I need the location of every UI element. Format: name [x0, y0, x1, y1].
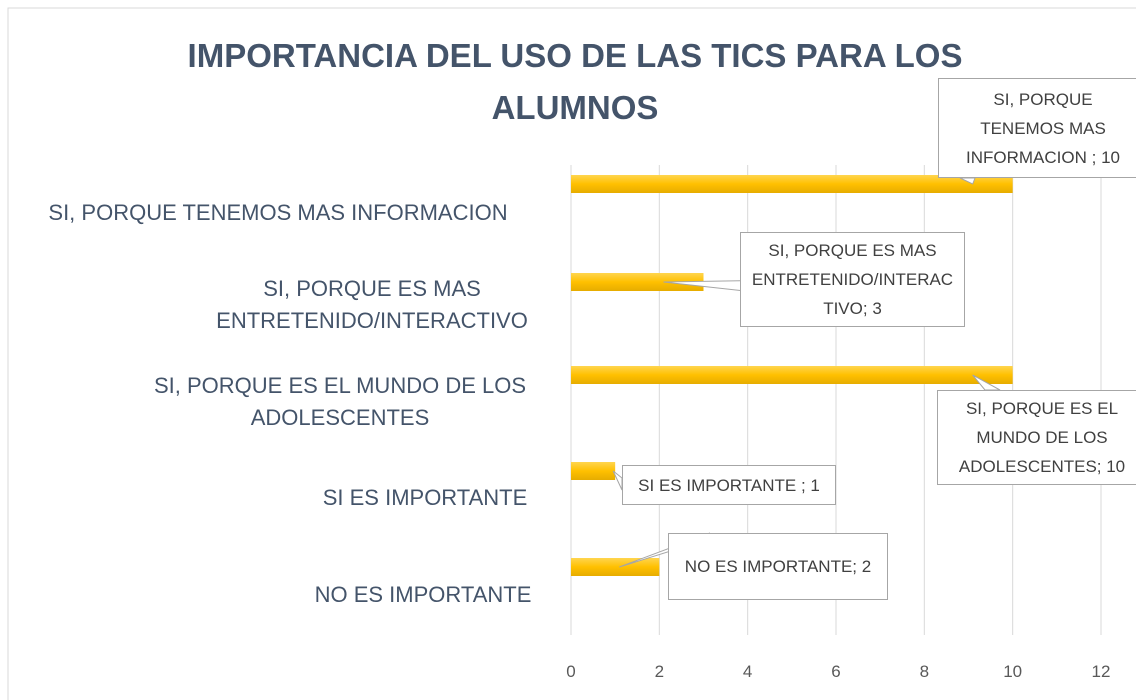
y-tick-label: SI, PORQUE TENEMOS MAS INFORMACION — [48, 200, 508, 225]
data-label: SI, PORQUE TENEMOS MAS INFORMACION ; 10 — [966, 89, 1120, 167]
x-tick-label: 10 — [1003, 662, 1023, 681]
bar — [571, 175, 1013, 193]
x-tick-label: 0 — [566, 662, 576, 681]
x-tick-label: 12 — [1091, 662, 1111, 681]
y-tick-label: SI, PORQUE ES MAS ENTRETENIDO/INTERACTIV… — [216, 276, 528, 333]
x-tick-label: 4 — [742, 662, 753, 681]
chart-title: IMPORTANCIA DEL USO DE LAS TICS PARA LOS… — [187, 37, 963, 126]
data-label: SI, PORQUE ES EL MUNDO DE LOS ADOLESCENT… — [958, 399, 1126, 476]
bar — [571, 462, 616, 480]
data-label-box: SI, PORQUE ES EL MUNDO DE LOS ADOLESCENT… — [937, 390, 1136, 485]
data-label: SI, PORQUE ES MAS ENTRETENIDO/INTERACTIV… — [751, 241, 954, 318]
data-label-box: SI, PORQUE TENEMOS MAS INFORMACION ; 10 — [938, 78, 1136, 178]
bar — [571, 273, 704, 291]
data-label: NO ES IMPORTANTE; 2 — [684, 557, 872, 576]
callout-pointer — [612, 470, 623, 491]
data-label: SI ES IMPORTANTE ; 1 — [638, 475, 820, 495]
bar — [571, 366, 1013, 384]
data-label-box: SI ES IMPORTANTE ; 1 — [622, 465, 836, 505]
y-tick-label: SI ES IMPORTANTE — [322, 485, 528, 510]
y-tick-label: SI, PORQUE ES EL MUNDO DE LOS ADOLESCENT… — [153, 373, 527, 430]
data-label-box: SI, PORQUE ES MAS ENTRETENIDO/INTERACTIV… — [740, 232, 965, 327]
y-tick-label: NO ES IMPORTANTE — [314, 582, 532, 607]
bar — [571, 558, 660, 576]
callout-pointer — [959, 177, 976, 185]
chart-border — [7, 7, 1136, 700]
x-tick-label: 8 — [919, 662, 930, 681]
data-label-box: NO ES IMPORTANTE; 2 — [668, 533, 888, 600]
x-tick-label: 2 — [654, 662, 665, 681]
x-tick-label: 6 — [831, 662, 841, 681]
